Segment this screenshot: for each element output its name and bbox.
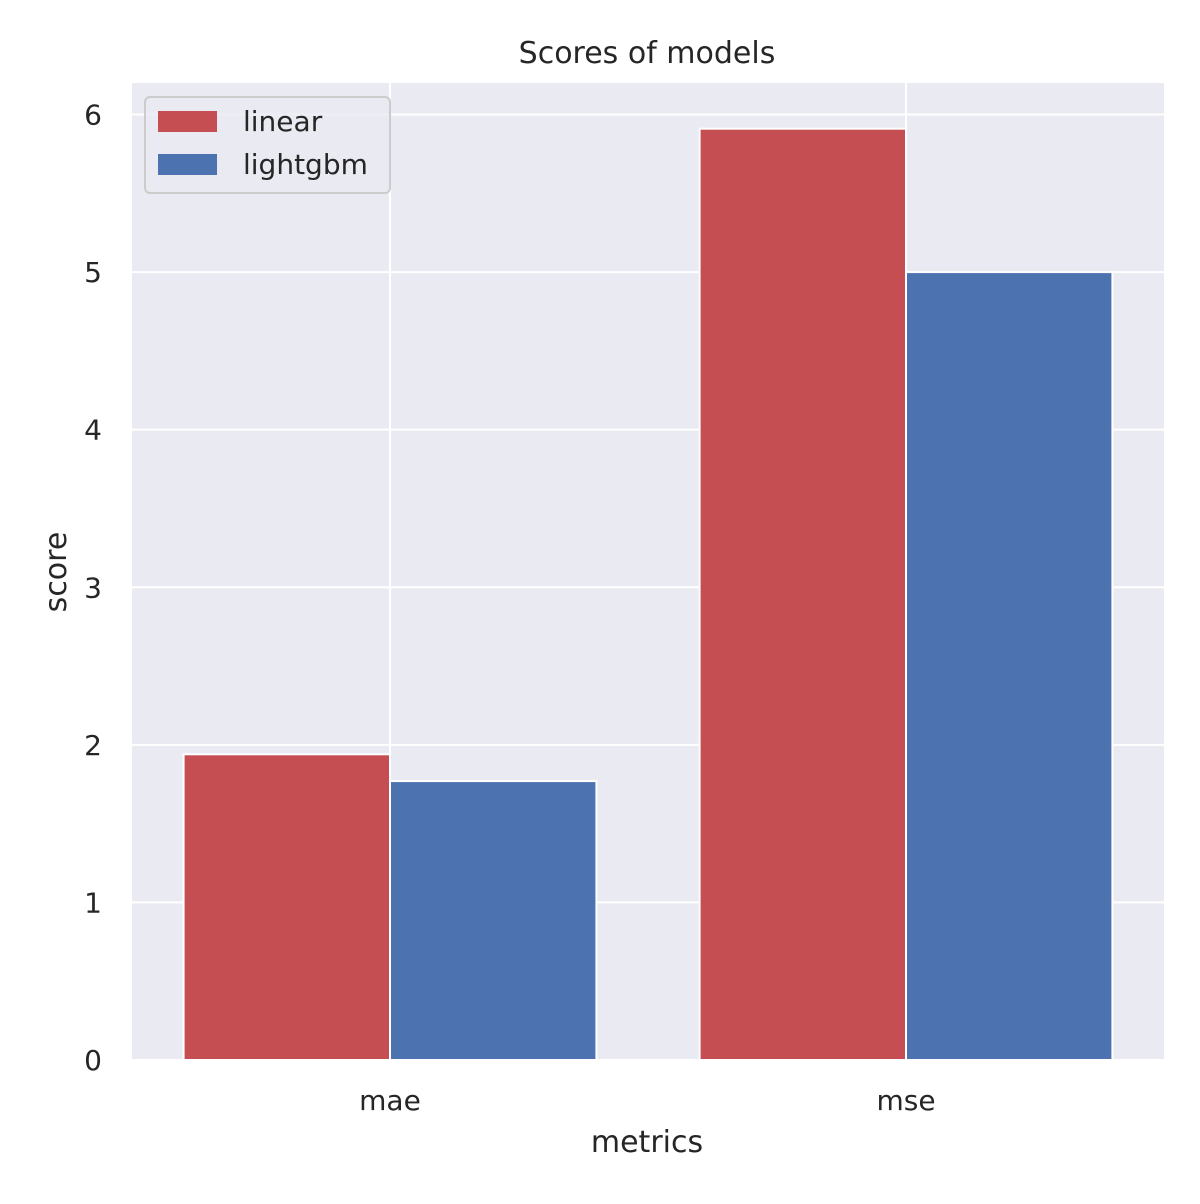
x-tick-label: mse [876,1084,935,1117]
y-tick-label: 4 [84,414,102,447]
x-axis-label: metrics [591,1125,703,1160]
legend-swatch-lightgbm [158,154,217,175]
legend-swatch-linear [158,111,217,132]
x-tick-labels: mae mse [359,1084,935,1117]
legend-label-lightgbm: lightgbm [243,148,368,181]
y-tick-label: 3 [84,571,102,604]
bar-lightgbm-mae [389,780,598,1062]
y-tick-label: 0 [84,1044,102,1077]
legend-label-linear: linear [243,105,323,138]
y-tick-labels: 0 1 2 3 4 5 6 [84,99,102,1077]
bar-linear-mae [182,753,391,1061]
y-tick-label: 2 [84,729,102,762]
x-tick-label: mae [359,1084,421,1117]
y-tick-label: 1 [84,886,102,919]
y-tick-label: 6 [84,99,102,132]
bar-linear-mse [698,127,907,1062]
bar-lightgbm-mse [905,271,1114,1061]
y-tick-label: 5 [84,256,102,289]
legend: linear lightgbm [144,96,391,194]
y-axis-label: score [39,532,74,613]
chart-title: Scores of models [519,36,776,71]
bars [182,127,1114,1062]
